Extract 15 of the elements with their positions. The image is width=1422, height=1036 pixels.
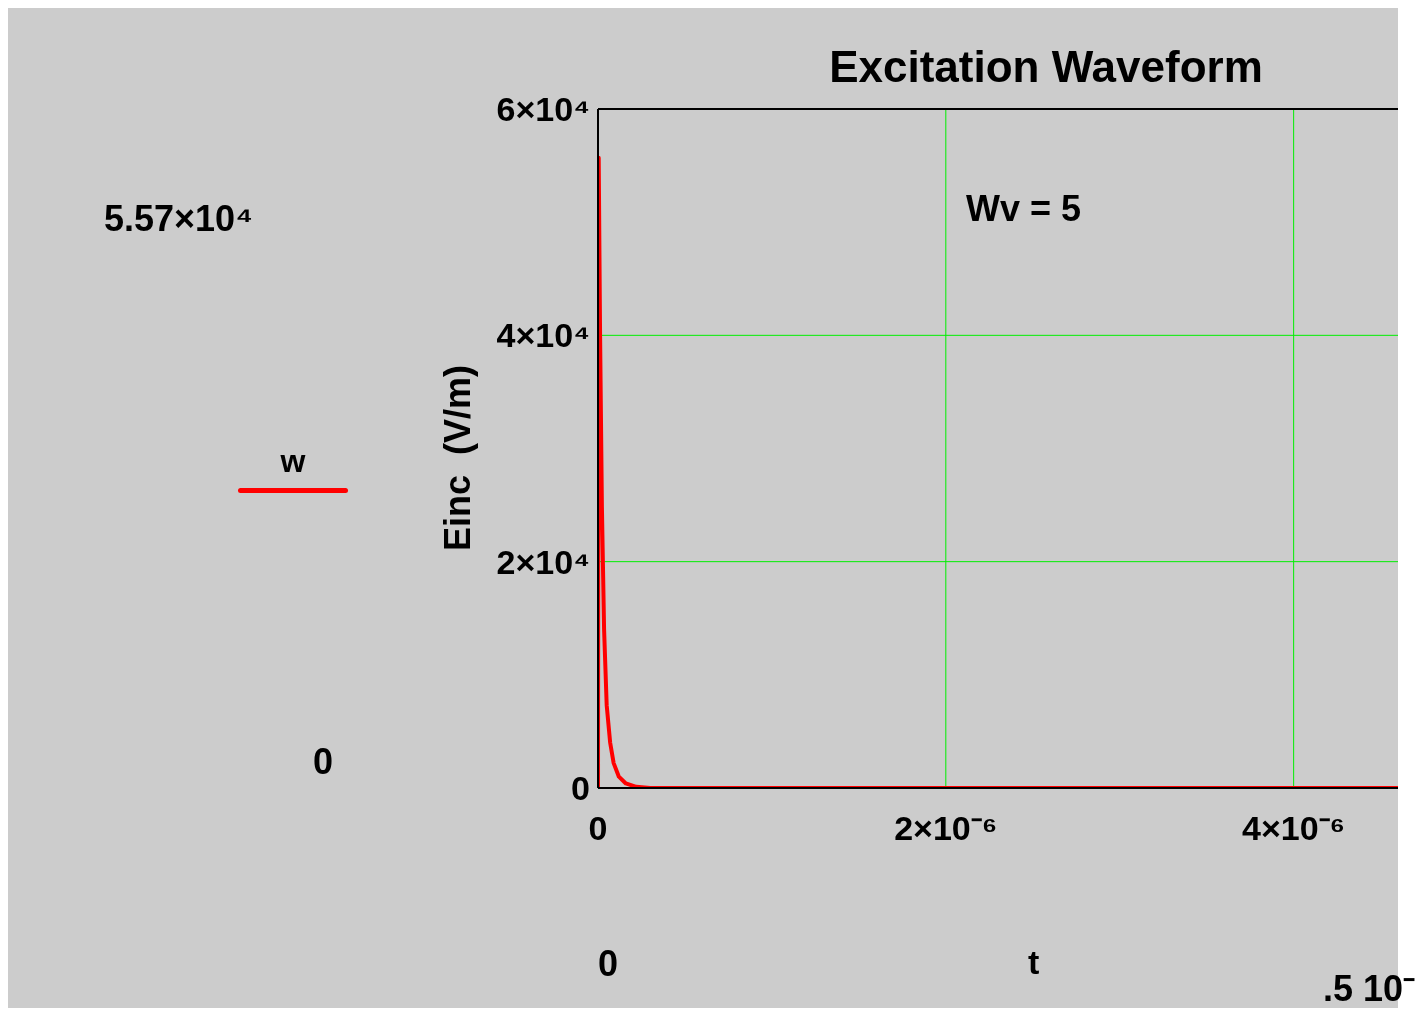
x-axis-title: t: [1028, 943, 1040, 982]
y-tick-label: 6×10⁴: [496, 90, 590, 129]
text: 0: [598, 943, 619, 985]
text: w: [279, 443, 307, 480]
x-tick-label: 4×10⁻⁶: [1242, 809, 1346, 848]
x-tick-label: 2×10⁻⁶: [894, 809, 998, 848]
text: 5.57×10⁴: [104, 198, 253, 240]
y-tick-label: 0: [571, 769, 590, 808]
annotation: Wv = 5: [966, 188, 1082, 230]
chart-title: Excitation Waveform: [829, 42, 1263, 91]
text: 0: [313, 741, 334, 783]
y-tick-label: 4×10⁴: [496, 316, 590, 355]
y-tick-label: 2×10⁴: [496, 542, 590, 581]
y-axis-title: Einc (V/m): [437, 364, 479, 552]
text: .5 10⁻: [1323, 967, 1416, 1011]
